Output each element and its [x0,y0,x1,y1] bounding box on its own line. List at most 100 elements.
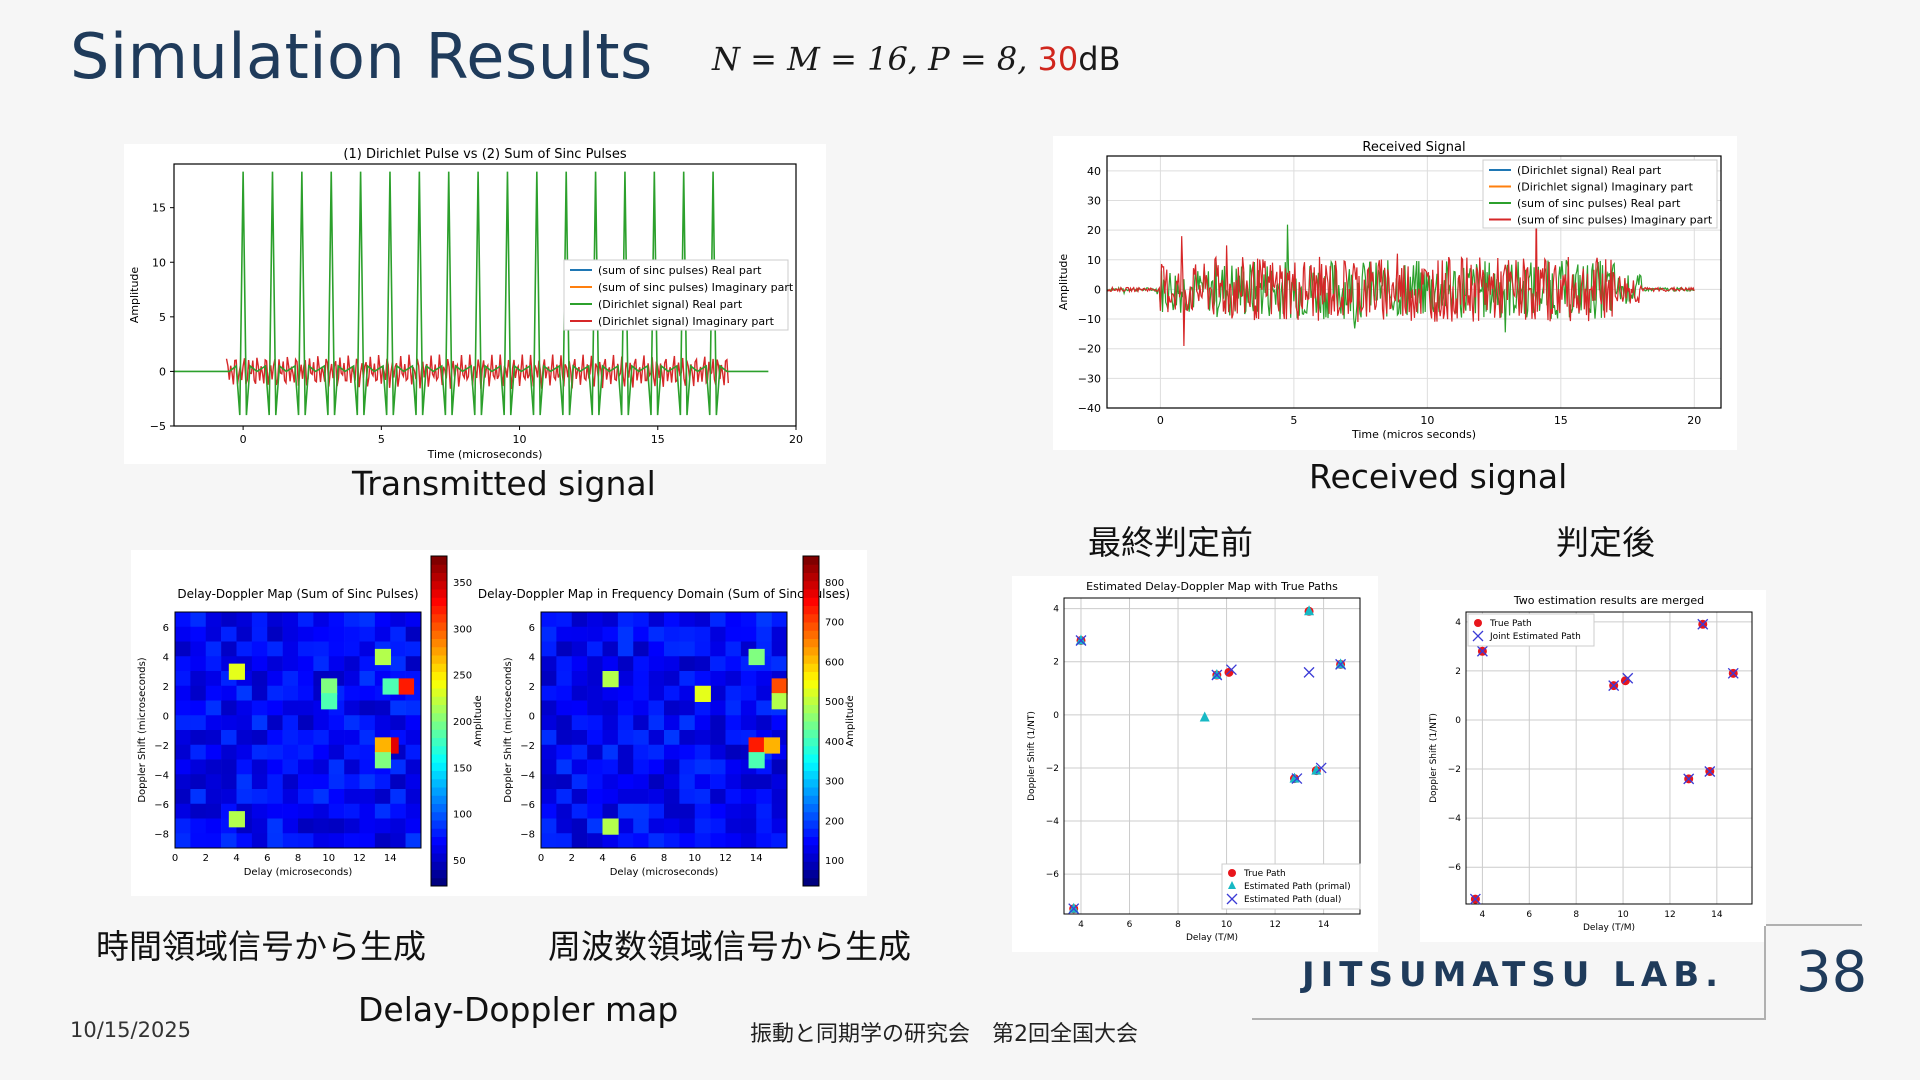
heatmap-cell [556,759,573,775]
heatmap-cell [541,641,557,657]
heatmap-cell [344,730,360,746]
heatmap-cell [282,833,299,849]
heatmap-cell [251,700,268,716]
heatmap-frame [540,611,788,849]
heatmap-cell [679,803,696,819]
heatmap-cell [602,700,619,716]
x-tick-label: 6 [630,853,636,864]
heatmap-cell [390,700,406,716]
heatmap-cell [633,715,649,731]
colorbar-segment [803,712,819,722]
heatmap-cell [344,833,360,849]
heatmap-cell [571,685,588,701]
heatmap-cell [298,803,314,819]
heatmap-cell [694,730,711,746]
heatmap-cell [694,833,711,849]
heatmap-cell [374,626,391,642]
heatmap-cell [190,715,207,731]
x-tick-label: 4 [1078,920,1084,930]
slide-date: 10/15/2025 [70,1018,192,1042]
colorbar-tick-label: 600 [825,657,844,668]
heatmap-cell [648,700,665,716]
heatmap-peak [397,678,415,695]
heatmap-cell [725,671,742,687]
y-tick-label: −2 [154,741,169,752]
heatmap-cell [282,759,299,775]
legend-entry: (sum of sinc pulses) Imaginary part [1517,214,1713,227]
heatmap-cell [359,789,376,805]
heatmap-cell [175,626,191,642]
heatmap-cell [344,715,360,731]
caption-from-freq: 周波数領域信号から生成 [548,927,911,966]
heatmap-cell [298,685,314,701]
colorbar-segment [431,721,447,730]
heatmap-cell [298,612,314,628]
y-tick-label: 2 [1053,658,1059,668]
heatmap-cell [359,626,376,642]
legend-entry: Estimated Path (dual) [1244,895,1341,905]
colorbar-segment [803,762,819,771]
heatmap-cell [405,803,422,819]
heatmap-cell [771,833,788,849]
heatmap-cell [740,671,757,687]
heatmap-cell [556,685,573,701]
legend-entry: (Dirichlet signal) Real part [598,298,743,311]
colorbar-segment [431,564,447,573]
heatmap-cell [710,759,726,775]
heatmap-cell [756,671,772,687]
y-axis-label: Doppler Shift (1/NT) [1429,713,1439,803]
x-tick-label: 4 [233,853,239,864]
heatmap-peak [748,648,765,666]
colorbar-tick-label: 700 [825,618,844,629]
heatmap-cell [617,685,634,701]
x-tick-label: 6 [264,853,270,864]
heatmap-cell [282,818,299,834]
heatmap-cell [405,730,422,746]
colorbar-segment [431,597,447,606]
dual-estimate-point [1291,773,1303,785]
heatmap-cell [710,671,726,687]
x-tick-label: 10 [322,853,335,864]
colorbar-segment [431,729,447,738]
colorbar-segment [803,836,819,846]
heatmap-cell [175,774,191,790]
heatmap-cell [267,833,283,849]
heatmap-cell [694,744,711,760]
heatmap-cell [405,774,422,790]
heatmap-cell [205,833,222,849]
colorbar-segment [803,803,819,813]
y-tick-label: 2 [163,682,169,693]
heatmap-cell [221,833,237,849]
colorbar-segment [803,770,819,780]
heatmap-cell [205,774,222,790]
heatmap-cell [740,612,757,628]
heatmap-cell [221,774,237,790]
heatmap-cell [571,803,588,819]
y-tick-label: −2 [1046,764,1059,774]
series-dirichlet-real [174,171,769,416]
heatmap-cell [587,774,603,790]
heatmap-cell [602,715,619,731]
heatmap-cell [359,803,376,819]
heatmap-cell [251,818,268,834]
heatmap-cell [328,656,345,672]
legend-marker [1472,630,1484,642]
heatmap-cell [175,641,191,657]
heatmap-cell [405,612,422,628]
heatmap-cell [267,789,283,805]
y-tick-label: −6 [520,800,535,811]
heatmap-cell [405,744,422,760]
colorbar-segment [803,844,819,854]
y-tick-label: −5 [150,420,166,433]
colorbar-segment [431,844,447,854]
heatmap-cell [328,803,345,819]
heatmap-cell [710,700,726,716]
heatmap-cell [556,715,573,731]
heatmap-cell [282,789,299,805]
y-tick-label: 10 [152,256,166,269]
heatmap-cell [571,626,588,642]
y-tick-label: −6 [1046,870,1060,880]
y-tick-label: −4 [520,770,535,781]
delay-doppler-heatmaps: Delay-Doppler Map (Sum of Sinc Pulses) 0 2… [131,550,867,896]
heatmap-cell [190,641,207,657]
